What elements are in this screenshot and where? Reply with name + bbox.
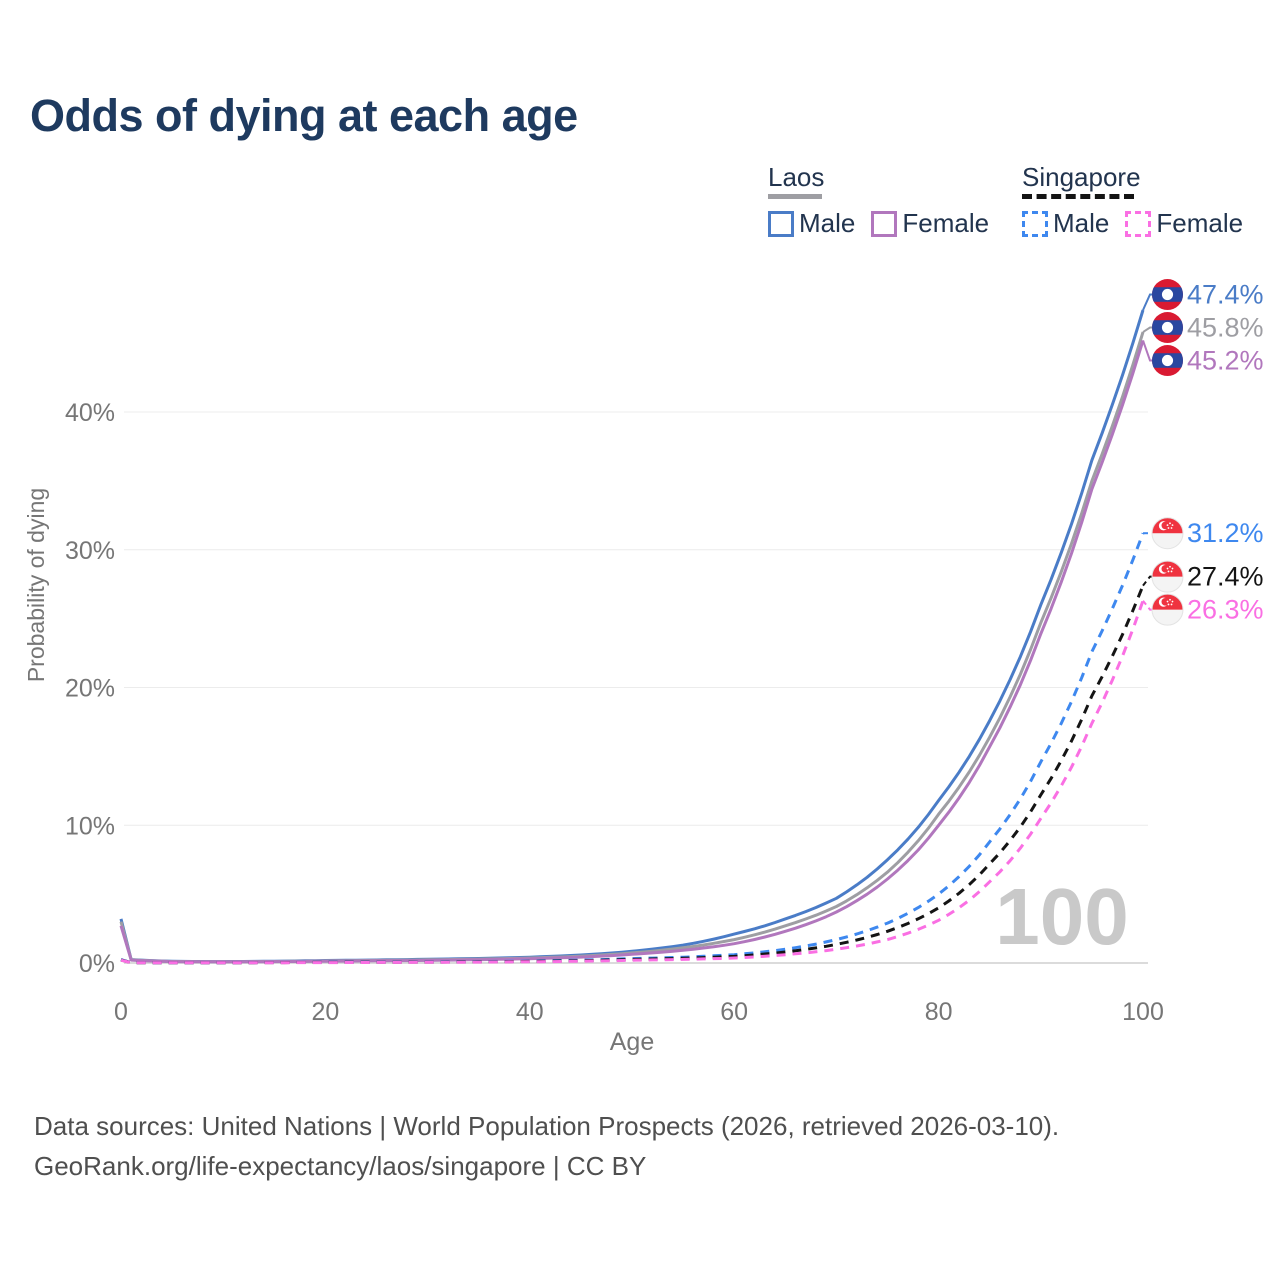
- legend-item-laos-female[interactable]: Female: [871, 208, 989, 239]
- end-value-label-singapore-male: 31.2%: [1187, 518, 1264, 548]
- laos-flag-icon: [1152, 279, 1183, 311]
- y-tick-label: 20%: [65, 675, 115, 703]
- singapore-flag-icon: [1151, 517, 1184, 550]
- series-line-singapore-both-sexes: [120, 585, 1145, 965]
- end-value-label-laos-male: 47.4%: [1187, 280, 1264, 310]
- legend-item-label: Female: [902, 208, 990, 238]
- series-line-singapore-female: [120, 600, 1145, 965]
- x-tick-label: 0: [114, 998, 128, 1026]
- singapore-flag-icon: [1151, 593, 1184, 626]
- end-value-label-laos-female: 45.2%: [1187, 346, 1264, 376]
- legend-item-laos-male[interactable]: Male: [768, 208, 855, 239]
- laos-female-swatch-icon: [871, 210, 898, 237]
- leader-line: [1142, 293, 1152, 311]
- leader-line: [1142, 340, 1152, 362]
- x-tick-label: 20: [311, 998, 339, 1026]
- end-value-label-singapore-both-sexes: 27.4%: [1187, 562, 1264, 592]
- x-tick-label: 40: [516, 998, 544, 1026]
- end-value-label-laos-both-sexes: 45.8%: [1187, 313, 1264, 343]
- attribution-line: GeoRank.org/life-expectancy/laos/singapo…: [34, 1151, 647, 1181]
- legend-item-label: Male: [799, 208, 856, 238]
- y-axis-title: Probability of dying: [23, 488, 49, 682]
- laos-flag-icon: [1152, 312, 1183, 344]
- singapore-flag-icon: [1151, 560, 1184, 593]
- end-value-label-singapore-female: 26.3%: [1187, 595, 1264, 625]
- age-watermark: 100: [995, 872, 1128, 961]
- singapore-line-style-swatch: [1022, 194, 1134, 199]
- y-tick-label: 30%: [65, 537, 115, 565]
- x-tick-label: 100: [1122, 998, 1164, 1026]
- singapore-female-swatch-icon: [1125, 210, 1152, 237]
- footer: Data sources: United Nations | World Pop…: [34, 1106, 1059, 1186]
- legend-item-label: Female: [1156, 208, 1244, 238]
- page-title: Odds of dying at each age: [30, 90, 578, 141]
- laos-male-swatch-icon: [768, 210, 794, 237]
- legend-singapore-title: Singapore: [1022, 162, 1141, 192]
- y-tick-label: 40%: [65, 399, 115, 427]
- legend: Laos Male Female Singapore Male: [0, 164, 1280, 244]
- legend-laos-title: Laos: [768, 162, 825, 192]
- series-line-laos-male: [119, 309, 1145, 964]
- legend-group-laos: Laos Male Female: [768, 164, 989, 239]
- x-axis-title: Age: [610, 1028, 654, 1056]
- x-tick-label: 80: [925, 998, 953, 1026]
- leader-line: [1142, 326, 1152, 333]
- data-sources-line: Data sources: United Nations | World Pop…: [34, 1111, 1060, 1141]
- laos-flag-icon: [1152, 345, 1183, 377]
- legend-group-singapore: Singapore Male Female: [1022, 164, 1243, 239]
- y-tick-label: 10%: [65, 812, 115, 840]
- x-tick-label: 60: [720, 998, 748, 1026]
- series-line-laos-female: [119, 339, 1145, 964]
- singapore-male-swatch-icon: [1022, 210, 1048, 237]
- leader-line: [1142, 575, 1152, 587]
- legend-item-label: Male: [1053, 208, 1110, 238]
- leader-line: [1142, 600, 1152, 611]
- legend-item-singapore-male[interactable]: Male: [1022, 208, 1109, 239]
- laos-line-style-swatch: [768, 194, 822, 199]
- series-line-laos-both-sexes: [119, 331, 1145, 964]
- y-tick-label: 0%: [79, 950, 115, 978]
- legend-item-singapore-female[interactable]: Female: [1125, 208, 1243, 239]
